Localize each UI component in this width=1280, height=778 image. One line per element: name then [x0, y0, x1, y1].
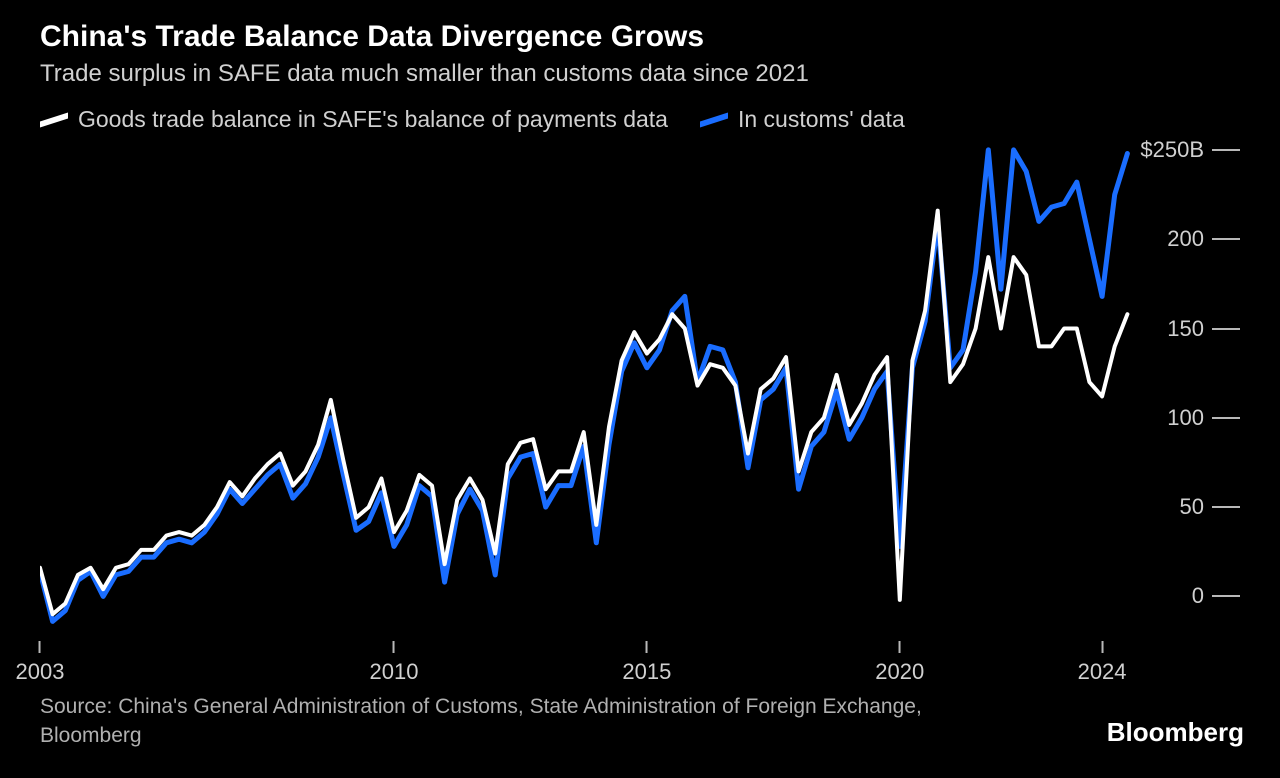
legend-item-safe: Goods trade balance in SAFE's balance of…: [40, 106, 668, 133]
y-tick-mark: [1212, 238, 1240, 240]
y-tick-mark: [1212, 417, 1240, 419]
x-tick-label: 2010: [370, 659, 419, 685]
y-tick: 0: [1140, 583, 1240, 609]
x-tick: 2020: [875, 641, 924, 685]
y-tick-label: 50: [1140, 494, 1204, 520]
y-tick-mark: [1212, 328, 1240, 330]
y-axis: $250B200150100500: [1150, 141, 1240, 641]
x-tick-label: 2003: [16, 659, 65, 685]
y-tick-label: 0: [1140, 583, 1204, 609]
legend-label-safe: Goods trade balance in SAFE's balance of…: [78, 106, 668, 133]
series-safe: [40, 211, 1127, 615]
y-tick-label: 100: [1140, 405, 1204, 431]
x-tick-label: 2020: [875, 659, 924, 685]
y-tick-mark: [1212, 595, 1240, 597]
x-tick-label: 2024: [1078, 659, 1127, 685]
y-tick: $250B: [1140, 137, 1240, 163]
x-tick-mark: [1101, 641, 1103, 653]
series-customs: [40, 150, 1127, 622]
x-tick: 2015: [622, 641, 671, 685]
y-tick: 200: [1140, 226, 1240, 252]
chart-area: $250B200150100500 20032010201520202024: [40, 141, 1240, 641]
x-axis: 20032010201520202024: [40, 641, 1240, 693]
x-tick-mark: [393, 641, 395, 653]
legend-swatch-safe: [40, 112, 68, 127]
x-tick: 2010: [370, 641, 419, 685]
y-tick-mark: [1212, 506, 1240, 508]
chart-title: China's Trade Balance Data Divergence Gr…: [40, 20, 1250, 54]
y-tick-mark: [1212, 149, 1240, 151]
x-tick-mark: [39, 641, 41, 653]
chart-subtitle: Trade surplus in SAFE data much smaller …: [40, 60, 1250, 88]
legend-swatch-customs: [700, 112, 728, 127]
x-tick: 2024: [1078, 641, 1127, 685]
x-tick-label: 2015: [622, 659, 671, 685]
x-tick-mark: [899, 641, 901, 653]
y-tick-label: 200: [1140, 226, 1204, 252]
y-tick: 50: [1140, 494, 1240, 520]
source-text: Source: China's General Administration o…: [40, 693, 940, 750]
x-tick-mark: [646, 641, 648, 653]
y-tick: 100: [1140, 405, 1240, 431]
x-tick: 2003: [16, 641, 65, 685]
legend-item-customs: In customs' data: [700, 106, 905, 133]
legend-label-customs: In customs' data: [738, 106, 905, 133]
y-tick-label: $250B: [1140, 137, 1204, 163]
y-tick-label: 150: [1140, 316, 1204, 342]
brand-logo: Bloomberg: [1107, 717, 1244, 748]
legend: Goods trade balance in SAFE's balance of…: [40, 106, 1250, 133]
line-chart-svg: [40, 141, 1140, 641]
y-tick: 150: [1140, 316, 1240, 342]
